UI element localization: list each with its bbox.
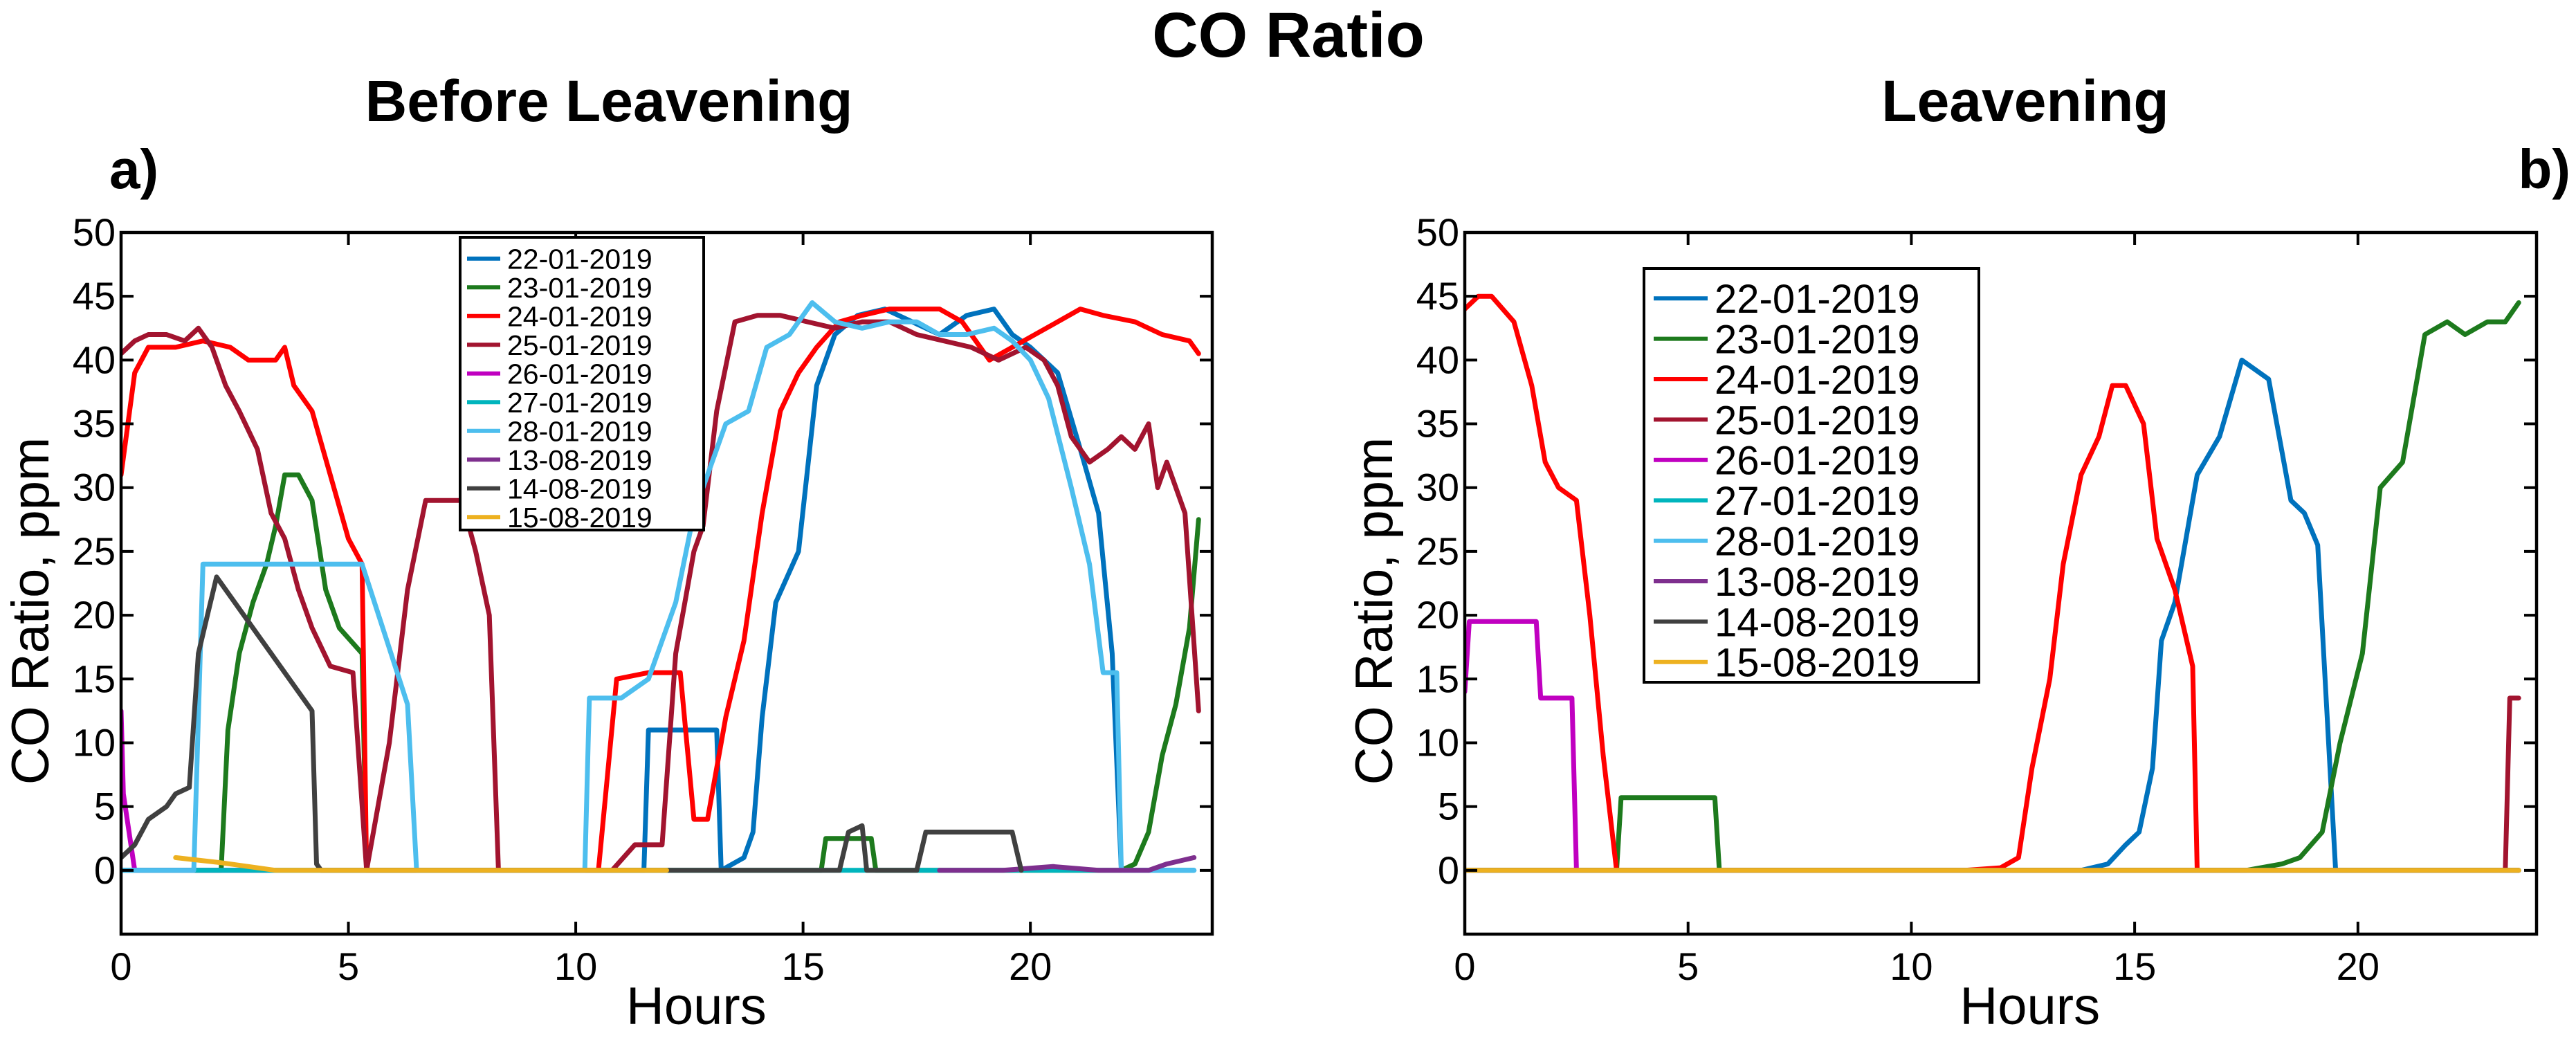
- legend-entry: 15-08-2019: [1715, 641, 1920, 686]
- series-line-15-08-2019: [173, 855, 669, 873]
- panel-title: Leavening: [1881, 69, 2168, 134]
- y-tick-label: 40: [73, 338, 116, 381]
- legend-entry: 13-08-2019: [507, 444, 652, 476]
- legend-entry: 24-01-2019: [507, 301, 652, 333]
- series-line-14-08-2019: [121, 574, 1024, 873]
- panel-title: Before Leavening: [365, 69, 853, 134]
- series-line-24-01-2019: [121, 307, 1201, 873]
- y-tick-label: 15: [1416, 657, 1459, 700]
- x-tick-label: 15: [2113, 945, 2156, 988]
- legend-entry: 25-01-2019: [507, 329, 652, 361]
- y-axis-label: CO Ratio, ppm: [1, 437, 60, 785]
- legend-entry: 28-01-2019: [507, 416, 652, 448]
- y-tick-label: 30: [73, 466, 116, 509]
- y-tick-label: 15: [73, 657, 116, 700]
- y-tick-label: 25: [73, 529, 116, 573]
- legend-entry: 22-01-2019: [1715, 277, 1920, 322]
- x-tick-label: 20: [1009, 945, 1052, 988]
- y-tick-label: 10: [1416, 720, 1459, 764]
- y-tick-label: 50: [73, 210, 116, 254]
- x-tick-label: 5: [1677, 945, 1699, 988]
- x-tick-label: 5: [338, 945, 359, 988]
- y-tick-label: 25: [1416, 529, 1459, 573]
- legend-entry: 25-01-2019: [1715, 398, 1920, 443]
- legend-entry: 23-01-2019: [507, 272, 652, 304]
- legend-entry: 14-08-2019: [507, 473, 652, 505]
- x-tick-label: 0: [1454, 945, 1475, 988]
- legend-entry: 27-01-2019: [1715, 479, 1920, 524]
- y-tick-label: 35: [1416, 402, 1459, 446]
- y-tick-label: 45: [73, 274, 116, 318]
- y-tick-label: 30: [1416, 466, 1459, 509]
- x-axis-label: Hours: [626, 977, 767, 1036]
- y-tick-label: 40: [1416, 338, 1459, 381]
- y-axis-label: CO Ratio, ppm: [1345, 437, 1404, 785]
- axes-box: [119, 230, 1214, 936]
- series-line-13-08-2019: [937, 855, 1197, 873]
- series-line-25-01-2019: [2503, 695, 2521, 873]
- legend: 22-01-201923-01-201924-01-201925-01-2019…: [1643, 267, 1980, 686]
- legend-entry: 14-08-2019: [1715, 600, 1920, 645]
- legend: 22-01-201923-01-201924-01-201925-01-2019…: [459, 236, 705, 533]
- series-line-24-01-2019: [1465, 293, 2200, 873]
- series-line-25-01-2019: [121, 313, 1201, 873]
- y-tick-label: 5: [94, 785, 116, 828]
- y-tick-label: 0: [94, 848, 116, 892]
- chart-panel-a: Before Leavening a) 0 5 10 15 20 25 30 35 40 45 50 0 5…: [1, 69, 1214, 1036]
- series-line-26-01-2019: [1465, 619, 1579, 873]
- series-line-23-01-2019: [1465, 300, 2521, 873]
- chart-panel-b: Leavening b) 0 5 10 15 20 25 30 35 40 45 50 0 5 10 15 20 H…: [1345, 69, 2570, 1036]
- series-line-22-01-2019: [1465, 357, 2521, 873]
- legend-entry: 22-01-2019: [507, 244, 652, 275]
- legend-entry: 26-01-2019: [507, 358, 652, 390]
- panel-label: b): [2518, 138, 2570, 200]
- y-tick-label: 20: [73, 593, 116, 637]
- y-tick-label: 10: [73, 720, 116, 764]
- legend-entry: 24-01-2019: [1715, 358, 1920, 403]
- x-tick-label: 15: [781, 945, 824, 988]
- x-tick-label: 10: [1890, 945, 1933, 988]
- series-group: [1465, 293, 2521, 873]
- legend-box: [459, 236, 705, 531]
- axes-box: [1463, 230, 2539, 936]
- y-tick-label: 50: [1416, 210, 1459, 254]
- x-axis-label: Hours: [1960, 977, 2100, 1036]
- legend-entry: 15-08-2019: [507, 502, 652, 533]
- legend-entry: 23-01-2019: [1715, 317, 1920, 362]
- figure-title: CO Ratio: [1152, 0, 1425, 71]
- legend-entry: 28-01-2019: [1715, 519, 1920, 564]
- y-tick-label: 35: [73, 402, 116, 446]
- series-group: [121, 300, 1201, 873]
- x-tick-label: 10: [554, 945, 597, 988]
- legend-entry: 27-01-2019: [507, 387, 652, 419]
- legend-entry: 26-01-2019: [1715, 439, 1920, 484]
- panel-label: a): [109, 138, 158, 200]
- x-tick-label: 0: [110, 945, 131, 988]
- y-tick-label: 20: [1416, 593, 1459, 637]
- y-tick-label: 45: [1416, 274, 1459, 318]
- y-tick-label: 0: [1438, 848, 1459, 892]
- x-tick-label: 20: [2337, 945, 2379, 988]
- y-tick-label: 5: [1438, 785, 1459, 828]
- legend-entry: 13-08-2019: [1715, 560, 1920, 605]
